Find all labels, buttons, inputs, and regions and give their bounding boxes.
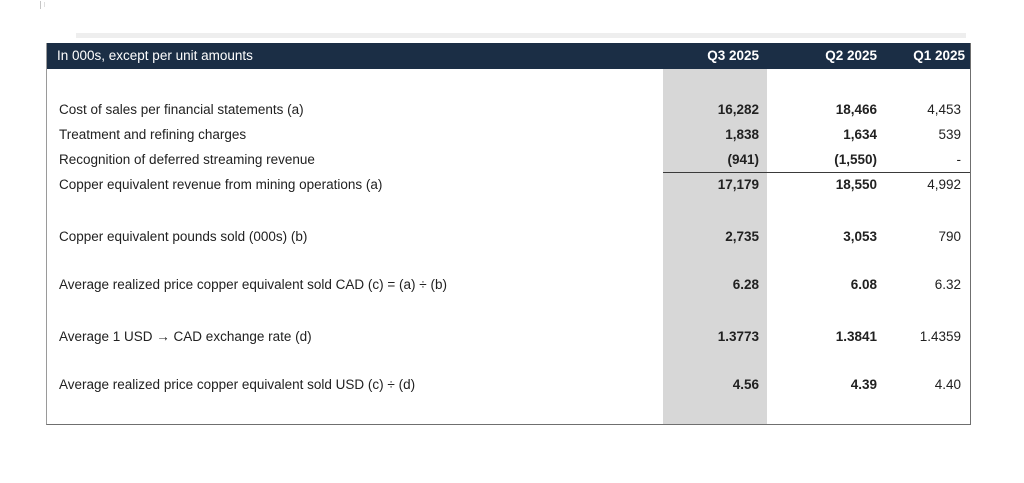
value-cell-q1-2025: 4,453 — [927, 102, 961, 117]
value-cell-q3-2025: 4.56 — [732, 377, 759, 392]
value-cell-q3-2025: 16,282 — [717, 102, 759, 117]
value-cell-q2-2025: 4.39 — [850, 377, 877, 392]
row-label: Average 1 USD → CAD exchange rate (d) — [59, 329, 312, 344]
table-row: Average 1 USD → CAD exchange rate (d) 1.3… — [47, 324, 970, 349]
table-section: Copper equivalent pounds sold (000s) (b)… — [47, 224, 970, 249]
value-cell-q2-2025: 18,466 — [835, 102, 877, 117]
row-label: Copper equivalent revenue from mining op… — [59, 177, 383, 192]
column-header-q2-2025: Q2 2025 — [825, 48, 877, 63]
value-cell-q3-2025: 1.3773 — [717, 329, 759, 344]
value-cell-q1-2025: 1.4359 — [919, 329, 961, 344]
value-cell-q3-2025: 6.28 — [732, 277, 759, 292]
row-label: Average realized price copper equivalent… — [59, 277, 447, 292]
value-cell-q3-2025: 1,838 — [725, 127, 759, 142]
stray-artifact-mark — [40, 1, 41, 9]
table-row: Recognition of deferred streaming revenu… — [47, 147, 970, 173]
value-cell-q1-2025: 4.40 — [934, 377, 961, 392]
q3-highlight-column — [663, 69, 767, 424]
table-row: Copper equivalent pounds sold (000s) (b)… — [47, 224, 970, 249]
value-cell-q1-2025: 4,992 — [927, 177, 961, 192]
value-cell-q2-2025: 3,053 — [843, 229, 877, 244]
value-cell-q3-2025: (941) — [663, 147, 767, 173]
value-cell-q1-2025: - — [884, 147, 970, 173]
table-section: Average realized price copper equivalent… — [47, 272, 970, 297]
row-label: Recognition of deferred streaming revenu… — [59, 152, 315, 167]
row-label: Copper equivalent pounds sold (000s) (b) — [59, 229, 308, 244]
financial-metrics-table: In 000s, except per unit amounts Q3 2025… — [46, 43, 971, 425]
value-cell-q2-2025: 1,634 — [843, 127, 877, 142]
row-label: Average realized price copper equivalent… — [59, 377, 416, 392]
faint-top-strip — [76, 33, 966, 38]
column-header-q1-2025: Q1 2025 — [913, 48, 965, 63]
table-row: Treatment and refining charges 1,838 1,634… — [47, 122, 970, 147]
table-row: Cost of sales per financial statements (… — [47, 97, 970, 122]
value-cell-q2-2025: 6.08 — [850, 277, 877, 292]
table-row: Average realized price copper equivalent… — [47, 372, 970, 397]
value-cell-q2-2025: (1,550) — [767, 147, 884, 173]
value-cell-q3-2025: 2,735 — [725, 229, 759, 244]
stray-artifact-mark — [44, 2, 45, 7]
table-unit-note: In 000s, except per unit amounts — [57, 48, 253, 63]
table-section: Average realized price copper equivalent… — [47, 372, 970, 397]
row-label: Treatment and refining charges — [59, 127, 247, 142]
table-body: Cost of sales per financial statements (… — [47, 97, 970, 397]
table-row: Average realized price copper equivalent… — [47, 272, 970, 297]
table-section: Cost of sales per financial statements (… — [47, 97, 970, 197]
value-cell-q3-2025: 17,179 — [717, 177, 759, 192]
column-header-q3-2025: Q3 2025 — [707, 48, 759, 63]
table-header-row: In 000s, except per unit amounts Q3 2025… — [47, 43, 970, 69]
table-section: Average 1 USD → CAD exchange rate (d) 1.3… — [47, 324, 970, 349]
value-cell-q1-2025: 790 — [938, 229, 961, 244]
table-row: Copper equivalent revenue from mining op… — [47, 172, 970, 197]
value-cell-q1-2025: 539 — [938, 127, 961, 142]
value-cell-q2-2025: 1.3841 — [835, 329, 877, 344]
value-cell-q1-2025: 6.32 — [934, 277, 961, 292]
value-cell-q2-2025: 18,550 — [835, 177, 877, 192]
row-label: Cost of sales per financial statements (… — [59, 102, 304, 117]
